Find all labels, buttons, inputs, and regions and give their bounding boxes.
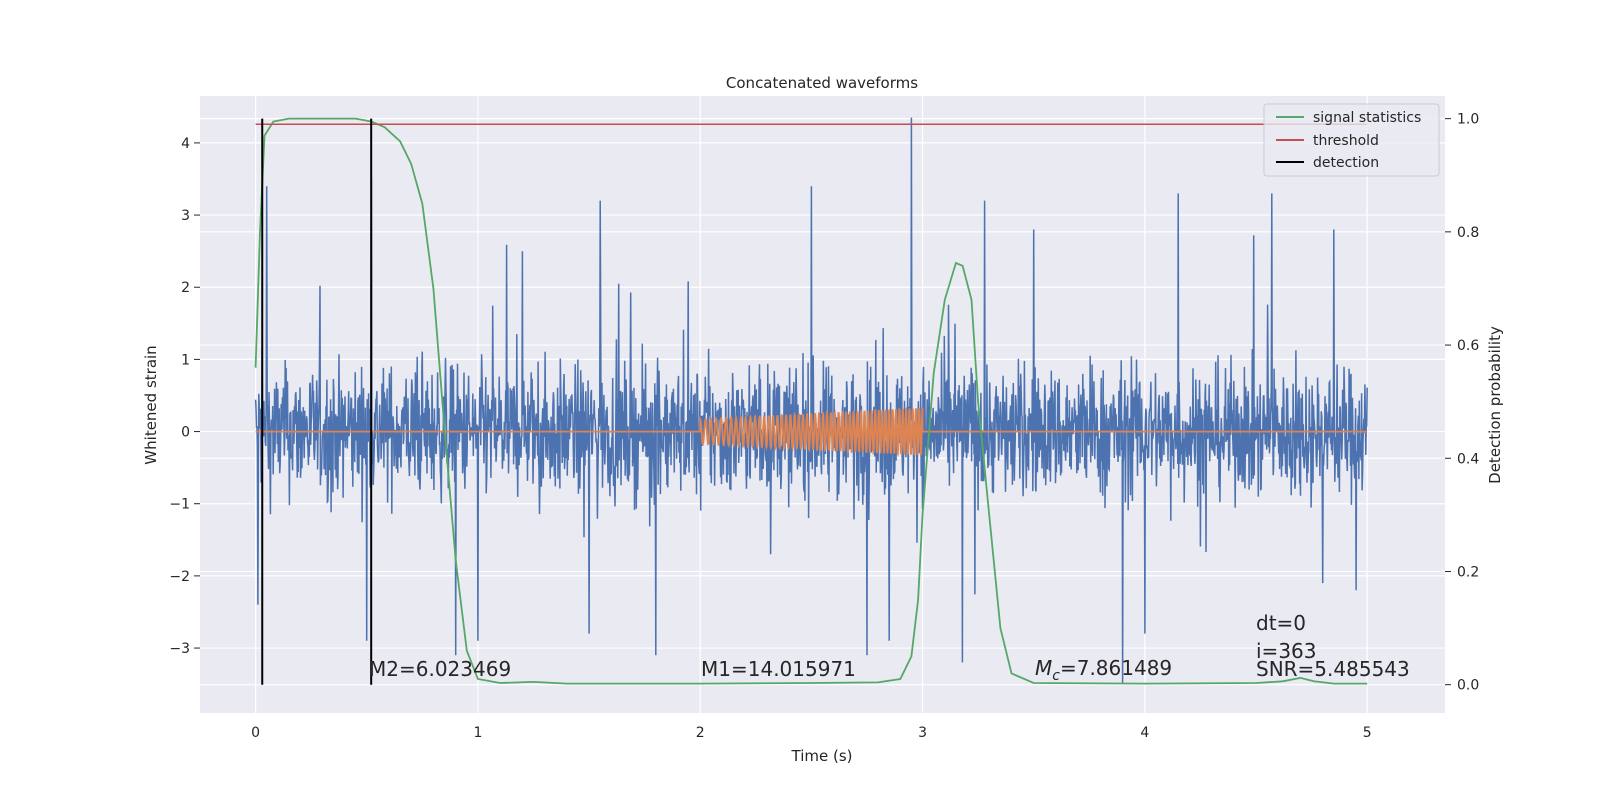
legend-box: [1263, 103, 1440, 177]
annotation-m1: M1=14.015971: [701, 657, 856, 681]
signal-statistics-line: [254, 117, 1368, 685]
x-tick-label: 0: [251, 725, 260, 741]
template-series-line: [255, 406, 1368, 458]
y-tick-label-right: 0.0: [1457, 678, 1479, 694]
legend-label-detection: detection: [1313, 155, 1379, 171]
y-axis-label-left: Whitened strain: [142, 345, 160, 464]
x-tick-label: 3: [918, 725, 927, 741]
annotation-dt: dt=0: [1256, 611, 1306, 635]
chart-title: Concatenated waveforms: [726, 74, 918, 92]
x-tick-label: 1: [473, 725, 482, 741]
y-tick-label-right: 0.4: [1457, 451, 1479, 467]
y-tick-label-left: −2: [169, 569, 190, 585]
detection-lines: [261, 118, 373, 685]
plot-content: [254, 117, 1368, 685]
y-tick-label-left: 0: [181, 425, 190, 441]
y-tick-label-left: −3: [169, 641, 190, 657]
strain-series-line: [254, 117, 1368, 685]
y-tick-label-left: 3: [181, 208, 190, 224]
y-tick-label-right: 0.2: [1457, 564, 1479, 580]
y-tick-label-left: −1: [169, 497, 190, 513]
y-tick-label-left: 4: [181, 136, 190, 152]
legend: signal statistics threshold detection: [1263, 103, 1440, 177]
y-axis-label-right: Detection probability: [1486, 326, 1504, 484]
chirp-mass-symbol: M: [1035, 656, 1052, 680]
y-tick-labels-right: 0.0 0.2 0.4 0.6 0.8 1.0: [1445, 112, 1479, 694]
x-axis-label: Time (s): [791, 747, 853, 765]
y-tick-label-right: 0.6: [1457, 338, 1479, 354]
y-tick-labels-left: −3 −2 −1 0 1 2 3 4: [169, 136, 200, 657]
chirp-mass-value: =7.861489: [1060, 656, 1172, 680]
x-tick-label: 5: [1363, 725, 1372, 741]
annotation-m2: M2=6.023469: [369, 657, 511, 681]
y-tick-label-right: 1.0: [1457, 112, 1479, 128]
x-tick-label: 4: [1140, 725, 1149, 741]
y-tick-label-left: 2: [181, 280, 190, 296]
annotation-snr: SNR=5.485543: [1256, 657, 1410, 681]
legend-label-threshold: threshold: [1313, 133, 1379, 149]
annotation-index: i=363: [1256, 639, 1317, 663]
chirp-mass-subscript: c: [1052, 668, 1060, 684]
annotation-chirp-mass: Mc=7.861489: [1035, 656, 1172, 684]
y-tick-label-right: 0.8: [1457, 225, 1479, 241]
y-tick-label-left: 1: [181, 352, 190, 368]
x-tick-label: 2: [696, 725, 705, 741]
legend-label-signal-statistics: signal statistics: [1313, 110, 1421, 126]
x-tick-labels: 0 1 2 3 4 5: [251, 725, 1372, 741]
